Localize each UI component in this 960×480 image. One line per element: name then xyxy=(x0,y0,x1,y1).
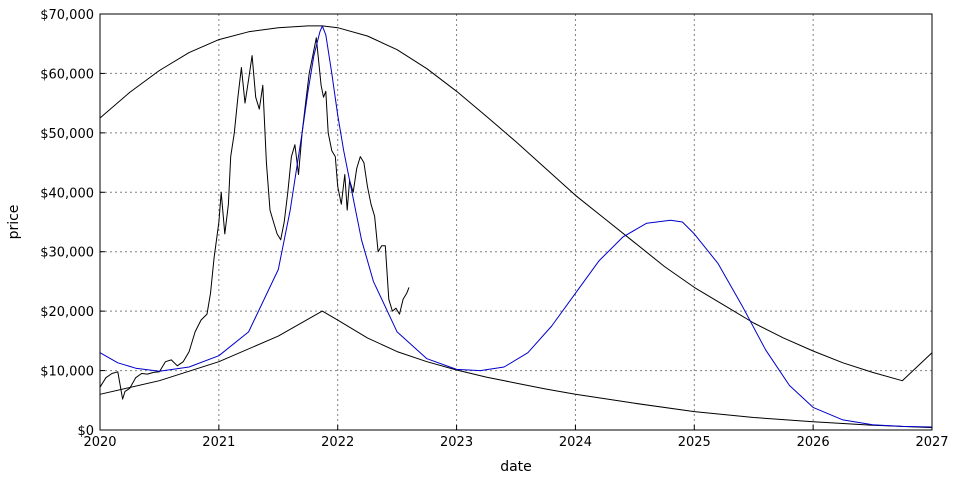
series-line-model xyxy=(99,25,933,428)
y-axis-title: price xyxy=(6,205,22,240)
x-tick-label: 2027 xyxy=(915,435,948,450)
y-tick-label: $70,000 xyxy=(40,8,94,23)
plot-background xyxy=(100,14,932,430)
x-tick-label: 2022 xyxy=(321,435,354,450)
series-line-upper xyxy=(99,25,933,382)
series-lines xyxy=(99,25,933,429)
y-tick-label: $30,000 xyxy=(40,246,94,261)
x-axis-title: date xyxy=(500,459,532,475)
y-tick-label: $50,000 xyxy=(40,127,94,142)
x-tick-label: 2021 xyxy=(202,435,235,450)
grid-lines xyxy=(100,14,932,430)
y-tick-label: $40,000 xyxy=(40,186,94,201)
x-axis-ticks: 2020 2021 2022 2023 2024 2025 2026 2027 xyxy=(83,425,949,450)
y-axis-ticks: $0 $10,000 $20,000 $30,000 $40,000 $50,000 $60… xyxy=(40,8,105,439)
series-line-price xyxy=(99,37,410,400)
x-tick-label: 2025 xyxy=(678,435,711,450)
y-tick-label: $20,000 xyxy=(40,305,94,320)
y-tick-label: $60,000 xyxy=(40,67,94,82)
y-tick-label: $10,000 xyxy=(40,365,94,380)
x-tick-label: 2020 xyxy=(83,435,116,450)
series-line-lower xyxy=(99,310,933,429)
x-tick-label: 2024 xyxy=(559,435,592,450)
x-tick-label: 2026 xyxy=(797,435,830,450)
x-tick-label: 2023 xyxy=(440,435,473,450)
plot-frame xyxy=(99,13,933,431)
y-tick-label: $0 xyxy=(77,424,94,439)
